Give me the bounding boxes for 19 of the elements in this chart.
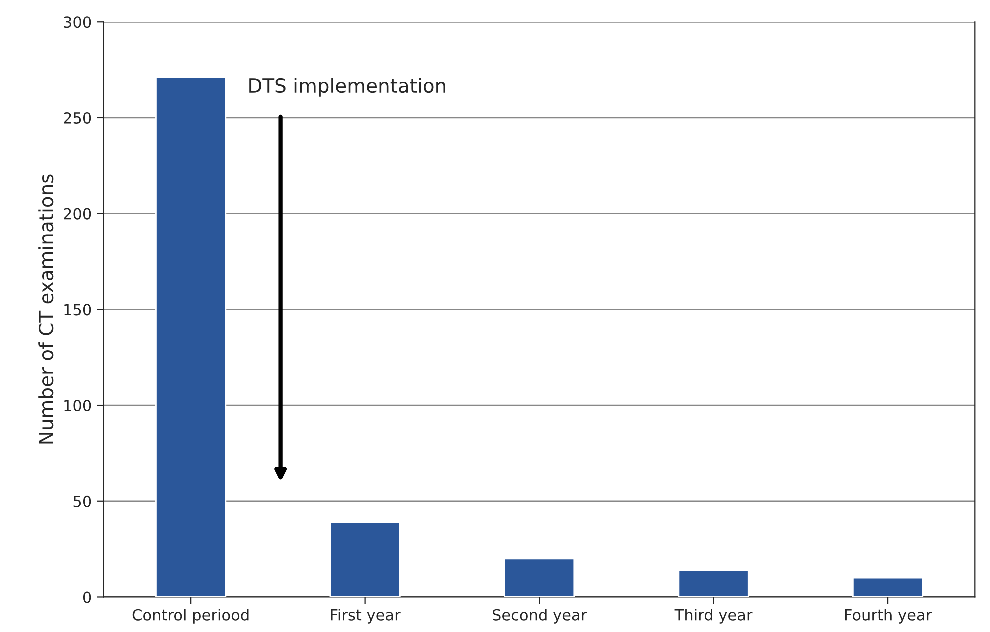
x-tick-label: Third year bbox=[674, 609, 753, 624]
y-tick-label: 200 bbox=[64, 208, 92, 220]
x-tick-label: First year bbox=[331, 609, 401, 624]
bar bbox=[852, 577, 924, 598]
y-tick-label: 150 bbox=[64, 304, 92, 316]
bar bbox=[504, 558, 576, 598]
bar bbox=[156, 77, 227, 598]
y-axis-title: Number of CT examinations bbox=[38, 174, 54, 444]
x-tick-label: Second year bbox=[492, 609, 588, 624]
y-tick-label: 250 bbox=[64, 112, 92, 124]
y-tick-label: 50 bbox=[74, 496, 92, 508]
x-tick-label: Fourth year bbox=[845, 609, 932, 624]
bar bbox=[330, 522, 401, 598]
bar bbox=[678, 570, 750, 598]
y-tick-label: 100 bbox=[64, 400, 92, 412]
y-tick-label: 0 bbox=[83, 592, 92, 604]
annotation: DTS implementation bbox=[250, 78, 446, 97]
x-tick-label: Control periood bbox=[132, 609, 249, 624]
y-tick-label: 300 bbox=[64, 16, 92, 28]
